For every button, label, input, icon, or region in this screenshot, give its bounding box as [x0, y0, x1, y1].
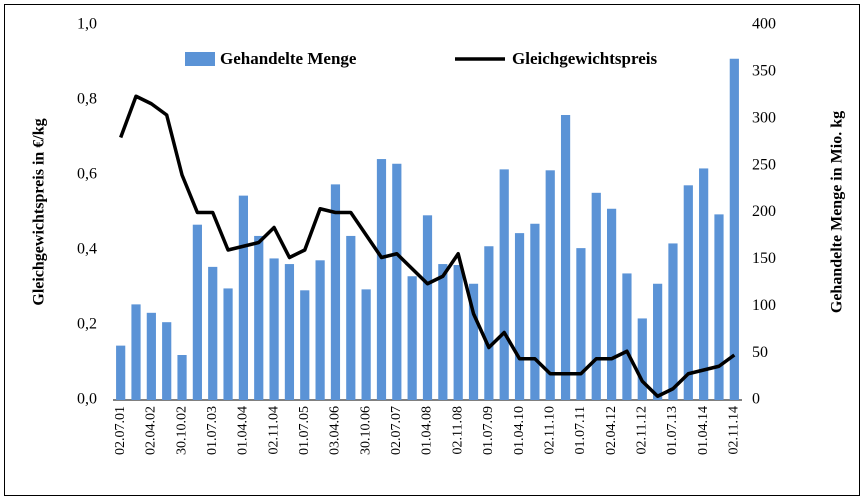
y-tick-label: 0,4	[77, 241, 97, 258]
bar	[422, 215, 433, 400]
x-tick-label: 01.07.03	[205, 406, 220, 455]
bar	[606, 208, 617, 400]
x-tick-label: 02.11.04	[266, 406, 281, 454]
bar	[208, 266, 218, 400]
y2-tick-label: 0	[752, 391, 760, 408]
bar	[653, 283, 663, 400]
bar	[683, 185, 693, 400]
x-tick-label: 01.07.09	[481, 406, 496, 455]
bar	[545, 170, 555, 400]
x-tick-label: 02.07.07	[389, 406, 404, 455]
x-tick-label: 02.11.08	[450, 406, 465, 454]
x-tick-label: 30.10.06	[358, 406, 373, 455]
bar	[238, 195, 249, 400]
y2-tick-label: 400	[752, 16, 776, 33]
y2-tick-label: 150	[752, 250, 776, 267]
y2-tick-label: 350	[752, 63, 776, 80]
bar	[729, 58, 739, 400]
bar	[269, 258, 279, 400]
y2-tick-label: 50	[752, 344, 768, 361]
y2-axis-title: Gehandelte Menge in Mio. kg	[829, 111, 846, 313]
bar	[560, 115, 571, 400]
bar	[376, 159, 387, 400]
bar	[668, 243, 678, 400]
bar	[622, 273, 632, 400]
bar	[499, 169, 509, 400]
bar	[468, 283, 479, 400]
bar	[484, 246, 494, 400]
x-tick-label: 01.04.10	[512, 406, 527, 455]
x-tick-label: 02.04.02	[144, 406, 159, 455]
bar	[300, 290, 310, 400]
bar	[453, 265, 463, 400]
x-tick-label: 01.07.13	[665, 406, 680, 455]
x-tick-label: 02.11.14	[727, 406, 742, 454]
frame	[4, 4, 860, 496]
bar	[699, 168, 709, 400]
x-tick-label: 02.07.01	[113, 406, 128, 455]
bar	[514, 233, 525, 400]
bar	[330, 184, 341, 400]
y2-tick-label: 200	[752, 203, 776, 220]
x-tick-label: 30.10.02	[174, 406, 189, 455]
y-tick-label: 0,0	[77, 391, 97, 408]
bar	[361, 289, 371, 400]
y-tick-label: 0,6	[77, 166, 97, 183]
bar	[177, 355, 187, 400]
bar	[315, 260, 325, 400]
x-tick-label: 03.04.06	[328, 406, 343, 455]
bar	[254, 235, 264, 400]
x-tick-label: 01.07.05	[297, 406, 312, 455]
line	[119, 94, 736, 398]
legend-label: Gleichgewichtspreis	[512, 49, 657, 68]
bar	[637, 318, 647, 400]
y-tick-label: 0,8	[77, 91, 97, 108]
bar	[591, 192, 601, 400]
bar	[131, 304, 141, 400]
x-tick-label: 02.11.12	[634, 406, 649, 454]
x-tick-label: 01.04.08	[420, 406, 435, 455]
y-tick-label: 1,0	[77, 16, 97, 33]
bar	[392, 163, 402, 400]
x-tick-label: 01.07.11	[573, 406, 588, 454]
bar	[162, 322, 172, 400]
x-tick-label: 01.04.14	[696, 406, 711, 455]
y-axis-title: Gleichgewichtspreis in €/kg	[31, 118, 48, 305]
x-tick-label: 02.04.12	[604, 406, 619, 455]
bar	[116, 345, 126, 400]
bar	[530, 223, 540, 400]
y-tick-label: 0,2	[77, 316, 97, 333]
y2-tick-label: 100	[752, 297, 776, 314]
bar	[346, 235, 356, 400]
bar	[714, 214, 724, 400]
x-tick-label: 02.11.10	[542, 406, 557, 454]
bar	[192, 224, 202, 400]
y2-tick-label: 300	[752, 109, 776, 126]
bar	[407, 276, 417, 400]
bar	[223, 288, 233, 400]
y2-tick-label: 250	[752, 156, 776, 173]
x-tick-label: 01.04.04	[236, 406, 251, 455]
bar	[438, 264, 448, 400]
legend-label: Gehandelte Menge	[220, 49, 357, 68]
bar	[146, 312, 156, 400]
legend-swatch	[185, 52, 215, 66]
bar	[576, 248, 586, 400]
bar	[284, 264, 295, 400]
